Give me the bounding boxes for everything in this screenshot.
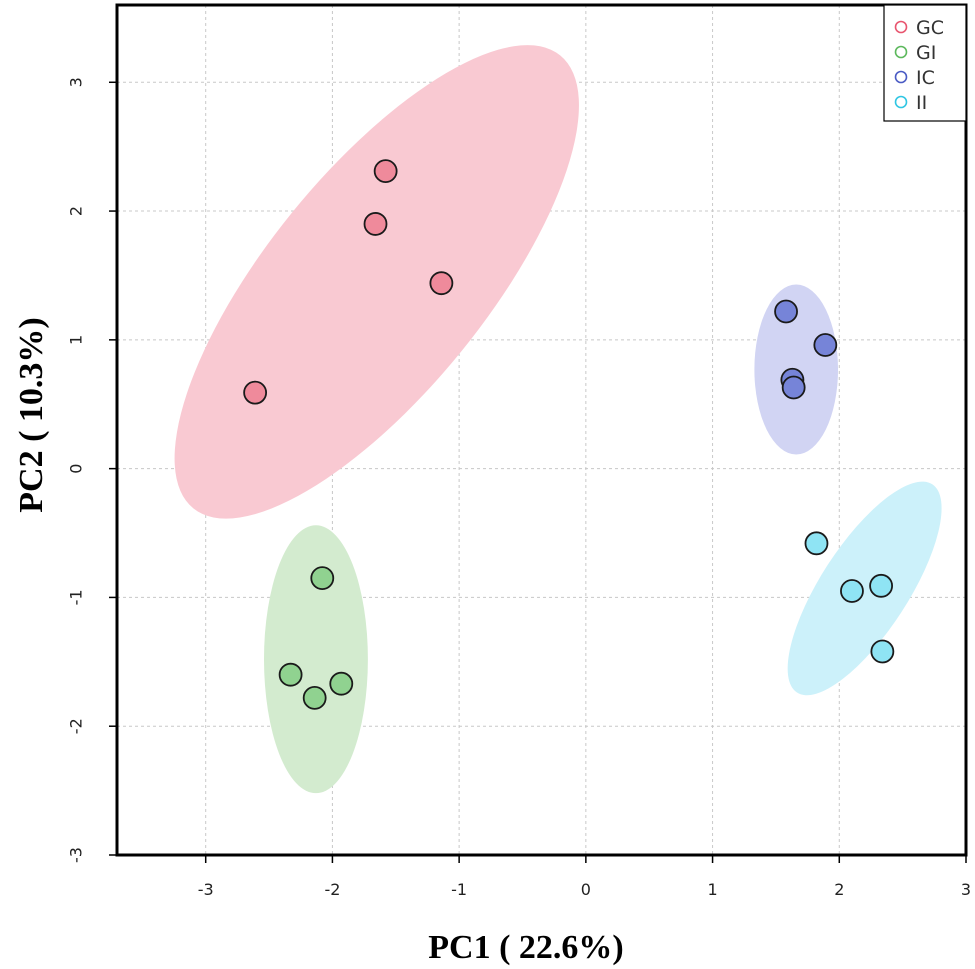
legend-label-ic: IC <box>916 67 935 89</box>
point-gc <box>373 159 398 184</box>
x-tick-label: -3 <box>198 880 214 899</box>
point-gc <box>363 212 388 236</box>
ellipse-gc <box>174 45 579 519</box>
point-gc <box>243 380 268 405</box>
y-tick-label: 0 <box>67 464 86 474</box>
point-ii <box>840 579 864 603</box>
data-points <box>243 159 895 710</box>
x-tick-label: -1 <box>451 880 467 899</box>
point-gi <box>278 662 303 687</box>
y-tick-label: -3 <box>67 847 86 863</box>
legend-marker-ic <box>894 70 908 84</box>
legend-marker-gi <box>894 45 908 59</box>
x-tick-label: 2 <box>834 880 844 899</box>
y-tick-label: 2 <box>67 206 86 216</box>
x-tick-label: 1 <box>707 880 717 899</box>
point-ic <box>781 375 806 400</box>
point-gi <box>310 566 335 591</box>
y-tick-label: 3 <box>67 77 86 87</box>
x-axis-title: PC1 ( 22.6%) <box>428 929 623 966</box>
point-ic <box>774 299 798 324</box>
point-gi <box>329 671 354 696</box>
y-tick-label: 1 <box>67 335 86 345</box>
point-ii <box>869 573 893 598</box>
legend-label-gc: GC <box>916 17 944 39</box>
axis-ticks: -3 -2 -1 0 1 2 3 -3 -2 -1 0 1 2 3 <box>67 77 972 899</box>
ellipse-ii <box>787 481 942 696</box>
legend-label-ii: II <box>916 92 927 114</box>
legend-box <box>883 4 967 122</box>
point-ii <box>804 531 829 556</box>
plot-frame <box>115 3 968 857</box>
point-ic <box>813 333 838 357</box>
y-axis-title: PC2 ( 10.3%) <box>13 317 50 512</box>
legend: GC GI IC II <box>883 4 967 122</box>
y-tick-label: -2 <box>67 718 86 734</box>
legend-marker-ii <box>894 95 908 109</box>
point-ii <box>870 639 895 664</box>
legend-label-gi: GI <box>916 42 936 64</box>
x-tick-label: -2 <box>324 880 340 899</box>
y-tick-label: -1 <box>67 589 86 605</box>
point-gi <box>302 685 327 710</box>
x-tick-label: 0 <box>581 880 591 899</box>
confidence-ellipses <box>174 45 942 794</box>
legend-marker-gc <box>894 20 908 34</box>
ellipse-gi <box>263 525 368 794</box>
point-gc <box>429 271 454 296</box>
x-tick-label: 3 <box>961 880 971 899</box>
